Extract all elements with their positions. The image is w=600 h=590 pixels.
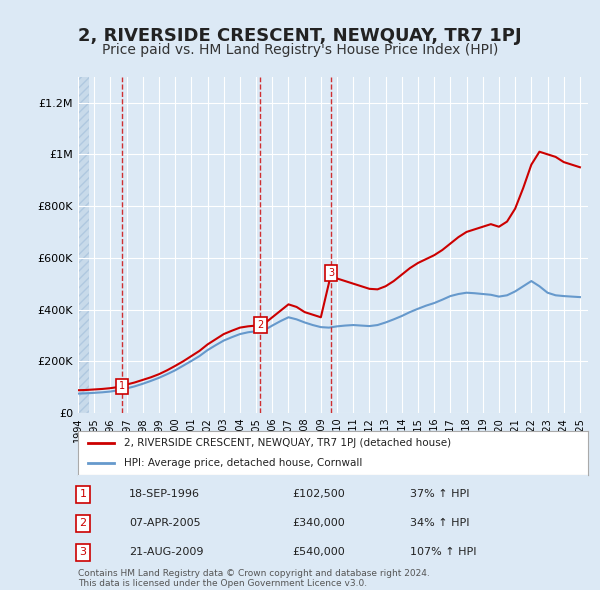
Text: 3: 3: [328, 268, 334, 278]
Text: 1: 1: [80, 489, 86, 499]
Text: 1: 1: [119, 382, 125, 392]
Text: 2, RIVERSIDE CRESCENT, NEWQUAY, TR7 1PJ: 2, RIVERSIDE CRESCENT, NEWQUAY, TR7 1PJ: [78, 27, 522, 45]
Text: 37% ↑ HPI: 37% ↑ HPI: [409, 489, 469, 499]
Text: £340,000: £340,000: [292, 518, 345, 528]
Text: Price paid vs. HM Land Registry's House Price Index (HPI): Price paid vs. HM Land Registry's House …: [102, 43, 498, 57]
Text: 3: 3: [80, 548, 86, 558]
Text: 2: 2: [257, 320, 263, 330]
Text: HPI: Average price, detached house, Cornwall: HPI: Average price, detached house, Corn…: [124, 458, 362, 467]
Text: Contains HM Land Registry data © Crown copyright and database right 2024.
This d: Contains HM Land Registry data © Crown c…: [78, 569, 430, 588]
Text: 21-AUG-2009: 21-AUG-2009: [129, 548, 203, 558]
Text: £540,000: £540,000: [292, 548, 345, 558]
Text: 2: 2: [80, 518, 86, 528]
Text: 2, RIVERSIDE CRESCENT, NEWQUAY, TR7 1PJ (detached house): 2, RIVERSIDE CRESCENT, NEWQUAY, TR7 1PJ …: [124, 438, 451, 448]
Text: £102,500: £102,500: [292, 489, 345, 499]
Text: 34% ↑ HPI: 34% ↑ HPI: [409, 518, 469, 528]
Text: 07-APR-2005: 07-APR-2005: [129, 518, 200, 528]
Text: 18-SEP-1996: 18-SEP-1996: [129, 489, 200, 499]
Text: 107% ↑ HPI: 107% ↑ HPI: [409, 548, 476, 558]
